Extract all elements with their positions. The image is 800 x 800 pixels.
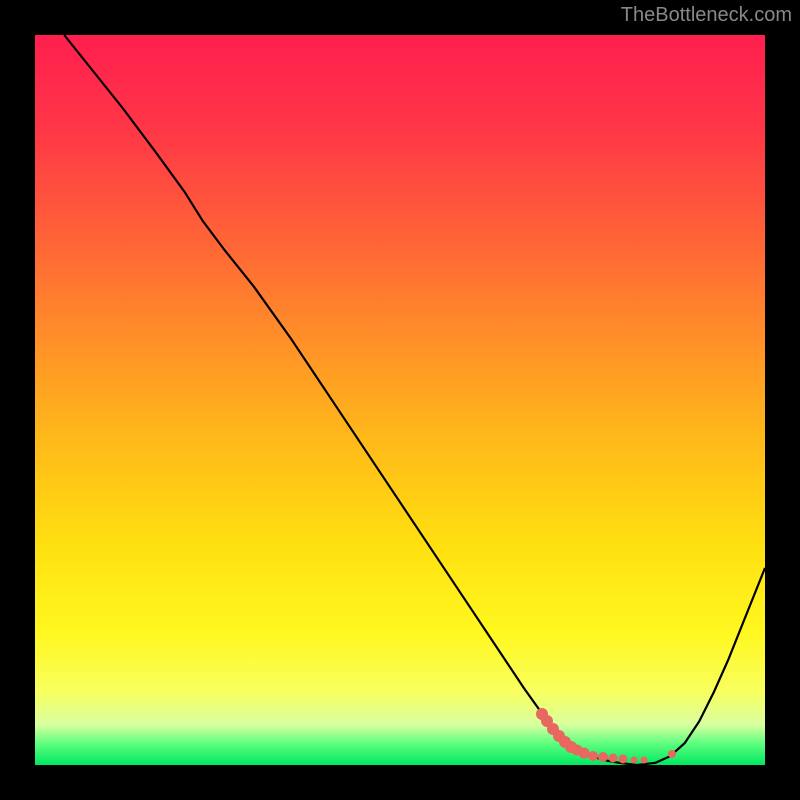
data-marker <box>609 754 618 763</box>
data-marker <box>588 751 598 761</box>
attribution-text: TheBottleneck.com <box>621 4 792 27</box>
data-marker <box>619 755 628 764</box>
data-marker <box>598 752 608 762</box>
data-marker <box>640 756 647 763</box>
markers-layer <box>35 35 765 765</box>
chart-container: TheBottleneck.com <box>0 0 800 800</box>
data-marker <box>668 750 676 758</box>
data-marker <box>630 756 637 763</box>
plot-area <box>35 35 765 765</box>
